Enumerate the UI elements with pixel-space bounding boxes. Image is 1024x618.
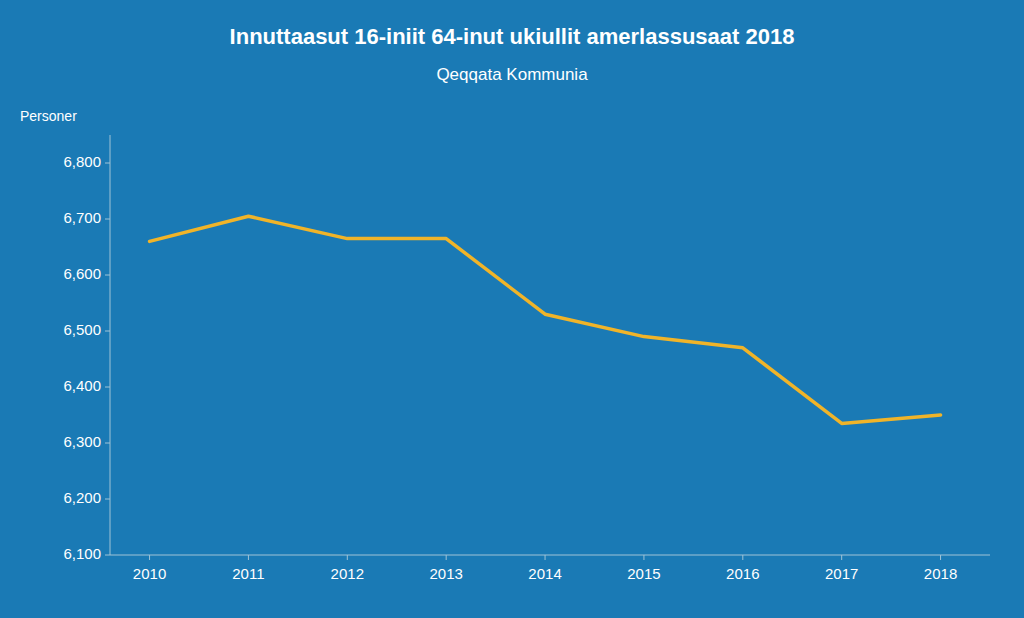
y-tick [105,331,110,332]
x-tick-label: 2011 [232,565,264,582]
x-tick-label: 2015 [627,565,660,582]
x-tick-label: 2013 [429,565,462,582]
x-axis: 2010 2011 2012 2013 2014 2015 2016 2017 2018 [133,555,957,582]
y-axis-label: Personer [20,108,77,124]
y-tick-label: 6,500 [63,321,101,338]
x-tick-label: 2012 [331,565,364,582]
y-tick [105,219,110,220]
y-tick-label: 6,300 [63,433,101,450]
y-tick [105,443,110,444]
y-tick-label: 6,100 [63,545,101,562]
data-line [150,216,941,423]
x-tick [841,555,842,560]
chart-container: Innuttaasut 16-iniit 64-inut ukiullit am… [0,0,1024,618]
subtitle: Qeqqata Kommunia [436,65,588,84]
y-tick-label: 6,200 [63,489,101,506]
y-axis: 6,100 6,200 6,300 6,400 6,500 6,600 6,700 6,800 [63,153,110,562]
y-tick [105,387,110,388]
x-tick [248,555,249,560]
chart-svg: Innuttaasut 16-iniit 64-inut ukiullit am… [0,0,1024,618]
y-tick-label: 6,700 [63,209,101,226]
plot-area [150,216,941,423]
x-tick-label: 2014 [528,565,561,582]
y-tick-label: 6,400 [63,377,101,394]
y-tick [105,555,110,556]
y-tick-label: 6,600 [63,265,101,282]
x-tick [446,555,447,560]
x-tick [940,555,941,560]
x-tick [742,555,743,560]
x-tick-label: 2010 [133,565,166,582]
title: Innuttaasut 16-iniit 64-inut ukiullit am… [230,24,795,49]
x-tick-label: 2017 [825,565,858,582]
x-tick-label: 2018 [924,565,957,582]
y-tick [105,275,110,276]
x-axis-line [110,555,990,556]
x-tick [643,555,644,560]
y-tick [105,499,110,500]
x-tick [149,555,150,560]
x-tick-label: 2016 [726,565,759,582]
y-axis-line [110,135,111,555]
x-tick [545,555,546,560]
y-tick-label: 6,800 [63,153,101,170]
x-tick [347,555,348,560]
y-tick [105,163,110,164]
